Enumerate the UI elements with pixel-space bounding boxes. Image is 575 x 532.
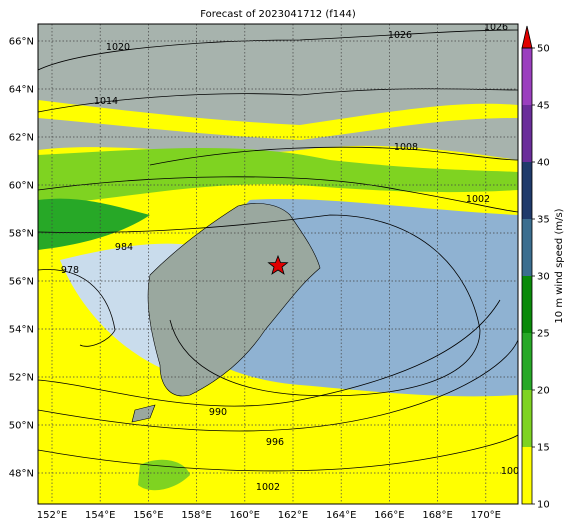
contour-label: 1020 [106, 42, 130, 53]
wind-band [38, 198, 150, 250]
colorbar-segment [522, 276, 532, 333]
contour-label: 1014 [94, 96, 118, 107]
colorbar-segment [522, 333, 532, 390]
map-title: Forecast of 2023041712 (f144) [200, 9, 356, 20]
colorbar-tick-label: 50 [537, 44, 550, 55]
contour-label: 996 [266, 437, 284, 448]
isobars [38, 29, 518, 472]
contour-label: 990 [209, 407, 227, 418]
x-tick-label: 164°E [326, 510, 356, 521]
colorbar-tick-label: 35 [537, 215, 550, 226]
colorbar-segment [522, 219, 532, 276]
contour-label: 984 [115, 242, 133, 253]
colorbar-tick-label: 10 [537, 500, 550, 511]
colorbar-tick-label: 20 [537, 386, 550, 397]
colorbar-segment [522, 105, 532, 162]
y-tick-label: 64°N [9, 85, 34, 96]
x-tick-label: 152°E [37, 510, 67, 521]
y-tick-label: 54°N [9, 325, 34, 336]
graticule [38, 24, 518, 504]
y-tick-label: 52°N [9, 373, 34, 384]
contour-label: 1008 [394, 142, 418, 153]
y-tick-label: 58°N [9, 229, 34, 240]
x-tick-label: 160°E [230, 510, 260, 521]
wind-patch [38, 300, 55, 440]
colorbar-extend [521, 25, 533, 49]
storm-marker [267, 254, 289, 275]
colorbar-segment [522, 447, 532, 504]
colorbar-tick-label: 45 [537, 101, 550, 112]
y-tick-label: 50°N [9, 421, 34, 432]
wind-band [38, 148, 518, 205]
colorbar-segment [522, 48, 532, 105]
colorbar-tick-label: 30 [537, 272, 550, 283]
wind-band [38, 100, 518, 140]
x-tick-label: 166°E [374, 510, 404, 521]
y-tick-label: 48°N [9, 469, 34, 480]
contour-label: 978 [61, 265, 79, 276]
contour-label: 1002 [466, 194, 490, 205]
colorbar-label: 10 m wind speed (m/s) [554, 208, 565, 323]
y-tick-label: 66°N [9, 37, 34, 48]
colorbar-tick-label: 40 [537, 158, 550, 169]
contour-label: 1002 [256, 482, 280, 493]
colorbar-tick-label: 25 [537, 329, 550, 340]
colorbar-segment [522, 390, 532, 447]
contour-label: 1026 [388, 30, 412, 41]
colorbar: 10 15 20 25 30 35 40 45 50 [521, 25, 550, 511]
map-area: 1020 1026 1026 1014 1008 1002 984 978 99… [38, 22, 519, 504]
map-frame [37, 23, 519, 505]
y-tick-label: 56°N [9, 277, 34, 288]
y-tick-label: 60°N [9, 181, 34, 192]
x-tick-label: 154°E [85, 510, 115, 521]
kamchatka [147, 203, 321, 397]
x-tick-label: 156°E [133, 510, 163, 521]
contour-label: 1026 [484, 22, 508, 33]
axes: 152°E 154°E 156°E 158°E 160°E 162°E 164°E 166°E… [9, 37, 501, 522]
colorbar-segment [522, 162, 532, 219]
y-tick-label: 62°N [9, 133, 34, 144]
x-tick-label: 158°E [181, 510, 211, 521]
x-tick-label: 170°E [471, 510, 501, 521]
x-tick-label: 168°E [422, 510, 452, 521]
contour-label: 100 [501, 466, 519, 477]
x-tick-label: 162°E [278, 510, 308, 521]
colorbar-tick-label: 15 [537, 443, 550, 454]
